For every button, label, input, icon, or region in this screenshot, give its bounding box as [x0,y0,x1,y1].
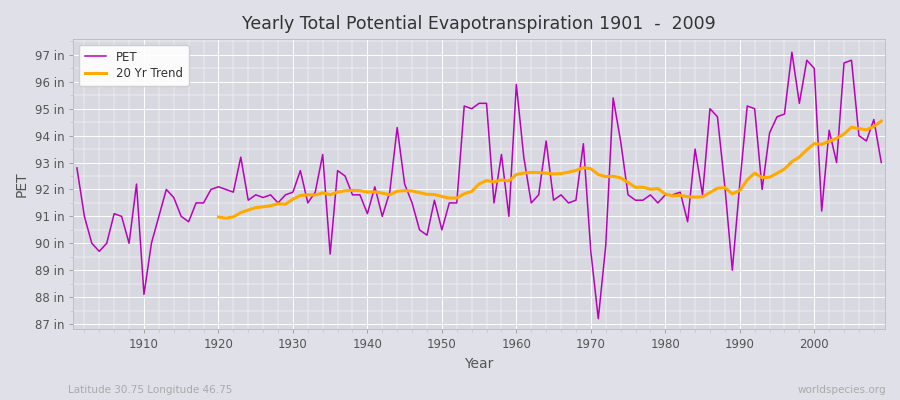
20 Yr Trend [220,216,231,220]
PET [503,214,514,219]
PET [295,168,306,173]
PET [876,160,886,165]
Title: Yearly Total Potential Evapotranspiration 1901  -  2009: Yearly Total Potential Evapotranspiratio… [242,15,716,33]
X-axis label: Year: Year [464,357,494,371]
20 Yr Trend [787,159,797,164]
PET [787,50,797,54]
Line: 20 Yr Trend: 20 Yr Trend [219,121,881,218]
Legend: PET, 20 Yr Trend: PET, 20 Yr Trend [79,45,189,86]
Line: PET: PET [76,52,881,319]
20 Yr Trend [421,192,432,197]
Text: Latitude 30.75 Longitude 46.75: Latitude 30.75 Longitude 46.75 [68,385,232,395]
PET [339,174,350,178]
20 Yr Trend [682,194,693,199]
PET [608,96,618,100]
20 Yr Trend [853,126,864,131]
PET [71,166,82,170]
20 Yr Trend [771,171,782,176]
PET [131,182,142,186]
Text: worldspecies.org: worldspecies.org [798,385,886,395]
20 Yr Trend [310,192,320,197]
20 Yr Trend [213,215,224,220]
PET [593,316,604,321]
Y-axis label: PET: PET [15,171,29,197]
20 Yr Trend [876,119,886,124]
PET [511,82,522,87]
